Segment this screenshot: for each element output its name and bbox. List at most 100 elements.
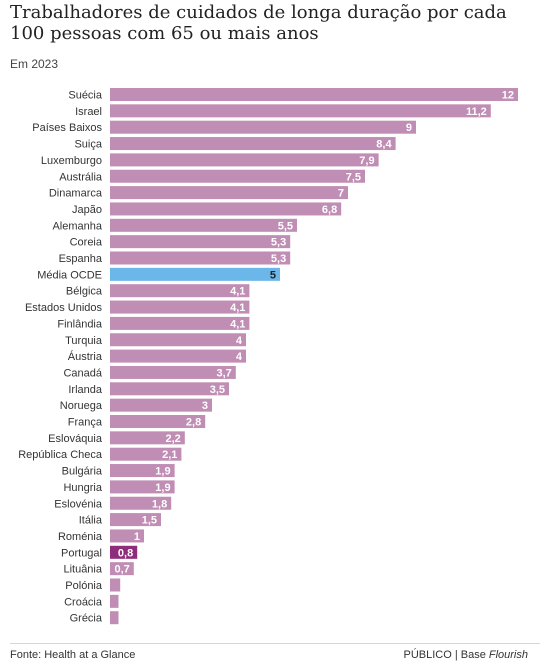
category-label: República Checa [18, 449, 103, 461]
bar[interactable] [110, 137, 396, 151]
value-label: 4 [236, 335, 243, 347]
category-label: Austrália [59, 171, 103, 183]
footer-divider [10, 643, 540, 644]
value-label: 3 [202, 400, 208, 412]
value-label: 7,5 [346, 171, 361, 183]
category-label: Bulgária [62, 466, 103, 478]
value-label: 12 [502, 90, 514, 102]
value-label: 1 [134, 531, 140, 543]
bar[interactable] [110, 382, 229, 396]
bar[interactable] [110, 398, 212, 412]
bar[interactable] [110, 284, 250, 298]
value-label: 5,5 [278, 220, 293, 232]
value-label: 0,7 [115, 564, 130, 576]
category-label: Dinamarca [49, 188, 103, 200]
bar[interactable] [110, 120, 416, 134]
category-label: Áustria [68, 350, 103, 363]
bar[interactable] [110, 316, 250, 330]
category-label: Suiça [74, 139, 102, 151]
value-label: 1,8 [152, 498, 167, 510]
bar-chart: Suécia 12 Israel 11,2 Países Baixos 9 Suiça 8,4… [18, 88, 518, 625]
category-label: Hungria [63, 482, 102, 494]
bar[interactable] [110, 594, 119, 608]
bar[interactable] [110, 300, 250, 314]
category-label: Espanha [59, 253, 103, 265]
value-label: 3,5 [210, 384, 225, 396]
bar[interactable] [110, 333, 246, 347]
value-label: 2,2 [166, 433, 181, 445]
value-label: 2,8 [186, 417, 201, 429]
bar[interactable] [110, 545, 138, 559]
bar[interactable] [110, 447, 182, 461]
category-label: Finlândia [57, 318, 103, 330]
bar[interactable] [110, 104, 491, 118]
value-label: 1,5 [142, 515, 157, 527]
value-label: 5,3 [271, 253, 286, 265]
value-label: 3,7 [217, 367, 232, 379]
category-label: Suécia [68, 90, 103, 102]
category-label: Turquia [65, 335, 103, 347]
bar[interactable] [110, 562, 134, 576]
bar[interactable] [110, 496, 172, 510]
category-label: Croácia [64, 596, 103, 608]
bar[interactable] [110, 202, 342, 216]
category-label: Eslovénia [54, 498, 103, 510]
category-label: Noruega [60, 400, 103, 412]
value-label: 1,9 [155, 482, 170, 494]
category-label: Japão [72, 204, 102, 216]
bar[interactable] [110, 578, 121, 592]
value-label: 4 [236, 351, 243, 363]
category-label: Israel [75, 106, 102, 118]
category-label: Países Baixos [32, 122, 102, 134]
bar[interactable] [110, 480, 175, 494]
bar[interactable] [110, 186, 348, 200]
bar[interactable] [110, 235, 291, 249]
source-note: Fonte: Health at a Glance [10, 649, 136, 661]
bar[interactable] [110, 267, 280, 281]
bar[interactable] [110, 529, 144, 543]
bar[interactable] [110, 153, 379, 167]
category-label: Polónia [65, 580, 103, 592]
category-label: Irlanda [68, 384, 103, 396]
category-label: Eslováquia [48, 433, 103, 445]
value-label: 8,4 [376, 139, 392, 151]
value-label: 0,8 [118, 547, 133, 559]
category-label: Grécia [70, 613, 103, 625]
value-label: 7,9 [359, 155, 374, 167]
category-label: Estados Unidos [25, 302, 103, 314]
flourish-brand[interactable]: Flourish [488, 649, 528, 661]
bar[interactable] [110, 251, 291, 265]
category-label: Média OCDE [37, 269, 102, 281]
bar[interactable] [110, 464, 175, 478]
bar[interactable] [110, 169, 365, 183]
credit-prefix: PÚBLICO | Base [403, 649, 489, 661]
value-label: 4,1 [230, 286, 245, 298]
category-label: Lituânia [63, 564, 102, 576]
bar[interactable] [110, 513, 161, 527]
category-label: Itália [79, 515, 103, 527]
bar[interactable] [110, 611, 119, 625]
category-label: Bélgica [66, 286, 103, 298]
chart-title: Trabalhadores de cuidados de longa duraç… [10, 2, 507, 44]
value-label: 5 [270, 269, 276, 281]
value-label: 1,9 [155, 466, 170, 478]
category-label: Luxemburgo [41, 155, 102, 167]
value-label: 4,1 [230, 318, 245, 330]
category-label: Alemanha [52, 220, 102, 232]
bar[interactable] [110, 415, 206, 428]
chart-subtitle: Em 2023 [10, 57, 59, 71]
category-label: Roménia [58, 531, 103, 543]
bar[interactable] [110, 431, 185, 445]
value-label: 11,2 [466, 106, 487, 118]
bar[interactable] [110, 349, 246, 363]
credit-note: PÚBLICO | Base Flourish [403, 649, 528, 661]
bar[interactable] [110, 88, 518, 101]
bar[interactable] [110, 365, 236, 379]
value-label: 7 [338, 188, 344, 200]
value-label: 2,1 [162, 449, 177, 461]
category-label: Coreia [70, 237, 103, 249]
value-label: 5,3 [271, 237, 286, 249]
category-label: Canadá [63, 367, 102, 379]
bar[interactable] [110, 218, 297, 232]
category-label: Portugal [61, 547, 102, 559]
